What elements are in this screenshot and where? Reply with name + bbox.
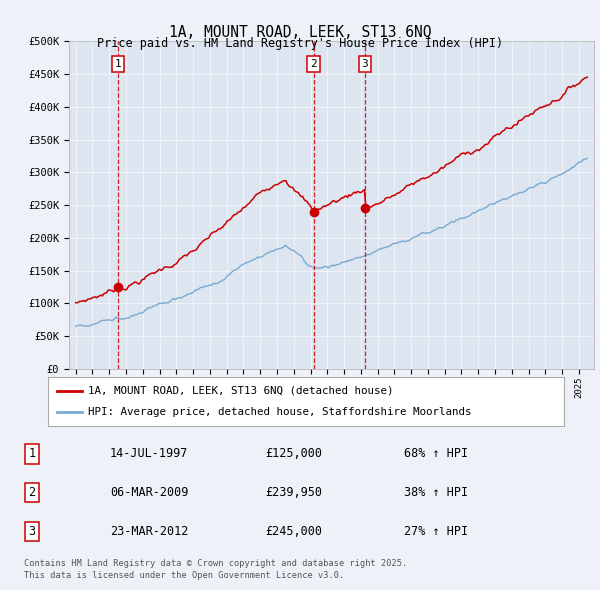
Text: 3: 3 — [361, 59, 368, 69]
Text: 68% ↑ HPI: 68% ↑ HPI — [404, 447, 468, 460]
Text: 1A, MOUNT ROAD, LEEK, ST13 6NQ: 1A, MOUNT ROAD, LEEK, ST13 6NQ — [169, 25, 431, 40]
Text: 2: 2 — [29, 486, 36, 499]
Text: 2: 2 — [310, 59, 317, 69]
Text: Contains HM Land Registry data © Crown copyright and database right 2025.: Contains HM Land Registry data © Crown c… — [24, 559, 407, 568]
Text: 27% ↑ HPI: 27% ↑ HPI — [404, 525, 468, 538]
Text: 1: 1 — [29, 447, 36, 460]
Text: 3: 3 — [29, 525, 36, 538]
Text: 1A, MOUNT ROAD, LEEK, ST13 6NQ (detached house): 1A, MOUNT ROAD, LEEK, ST13 6NQ (detached… — [88, 386, 394, 396]
Text: 1: 1 — [115, 59, 122, 69]
Text: Price paid vs. HM Land Registry's House Price Index (HPI): Price paid vs. HM Land Registry's House … — [97, 37, 503, 50]
Text: This data is licensed under the Open Government Licence v3.0.: This data is licensed under the Open Gov… — [24, 571, 344, 580]
Text: 06-MAR-2009: 06-MAR-2009 — [110, 486, 188, 499]
Text: 38% ↑ HPI: 38% ↑ HPI — [404, 486, 468, 499]
Text: £245,000: £245,000 — [265, 525, 322, 538]
Text: £239,950: £239,950 — [265, 486, 322, 499]
Text: HPI: Average price, detached house, Staffordshire Moorlands: HPI: Average price, detached house, Staf… — [88, 407, 472, 417]
Text: £125,000: £125,000 — [265, 447, 322, 460]
Text: 14-JUL-1997: 14-JUL-1997 — [110, 447, 188, 460]
Text: 23-MAR-2012: 23-MAR-2012 — [110, 525, 188, 538]
